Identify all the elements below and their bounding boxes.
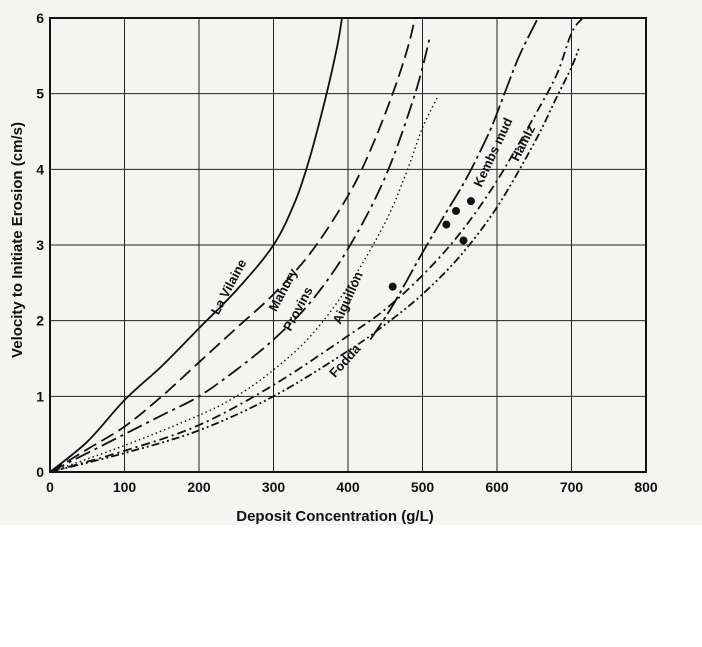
- marker-group: [388, 197, 475, 291]
- x-tick-label: 0: [46, 479, 54, 495]
- curve-label: La Vilaine: [208, 257, 250, 317]
- series-line: [49, 36, 431, 473]
- y-tick-label: 0: [36, 464, 44, 480]
- x-axis-title: Deposit Concentration (g/L): [236, 508, 434, 525]
- y-tick-label: 4: [36, 161, 44, 177]
- y-tick-labels: 0 1 2 3 4 5 6: [36, 10, 44, 480]
- y-tick-label: 2: [36, 313, 44, 329]
- series-line: [49, 47, 580, 473]
- x-tick-label: 400: [336, 479, 360, 495]
- x-tick-label: 100: [113, 479, 137, 495]
- x-tick-label: 700: [560, 479, 584, 495]
- y-tick-label: 5: [36, 86, 44, 102]
- series-line: [49, 97, 439, 473]
- series-line: [369, 17, 539, 341]
- data-marker: [388, 282, 397, 291]
- grid: [49, 17, 647, 473]
- plot-frame: [49, 17, 647, 473]
- series-line: [49, 17, 416, 473]
- series-line: [49, 17, 343, 473]
- y-tick-label: 6: [36, 10, 44, 26]
- x-tick-labels: 0 100 200 300 400 500 600 700 800: [46, 479, 658, 495]
- x-tick-label: 500: [411, 479, 435, 495]
- x-tick-label: 300: [262, 479, 286, 495]
- x-tick-label: 200: [187, 479, 211, 495]
- data-marker: [459, 236, 468, 245]
- y-axis-title: Velocity to Initiate Erosion (cm/s): [9, 122, 26, 358]
- series-line: [49, 17, 584, 473]
- plot-border: [49, 17, 647, 473]
- y-tick-label: 3: [36, 237, 44, 253]
- y-tick-label: 1: [36, 388, 44, 404]
- x-tick-label: 800: [634, 479, 658, 495]
- data-marker: [442, 220, 451, 229]
- x-tick-label: 600: [485, 479, 509, 495]
- series-group: [49, 17, 584, 473]
- data-marker: [452, 206, 461, 215]
- data-marker: [466, 197, 475, 206]
- figure-background: [0, 0, 702, 525]
